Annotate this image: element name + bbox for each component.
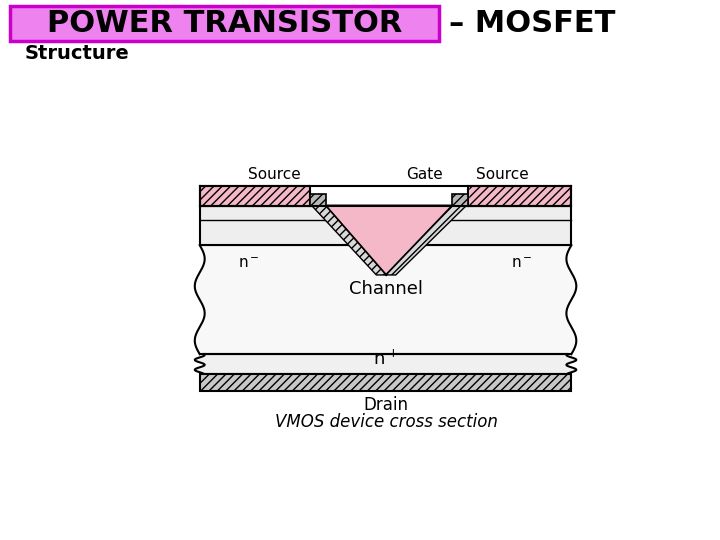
- Text: Source: Source: [476, 167, 528, 182]
- Text: – MOSFET: – MOSFET: [449, 9, 615, 38]
- Text: n$^-$: n$^-$: [511, 255, 533, 271]
- Text: Drain: Drain: [364, 396, 408, 414]
- Text: Source: Source: [248, 167, 300, 182]
- Text: Gate: Gate: [406, 167, 443, 182]
- Bar: [199, 206, 572, 245]
- Polygon shape: [312, 206, 386, 275]
- Text: n$^-$: n$^-$: [238, 255, 260, 271]
- Text: n$^+$: n$^+$: [374, 349, 399, 369]
- Text: p: p: [513, 212, 524, 230]
- Text: VMOS device cross section: VMOS device cross section: [274, 413, 498, 431]
- Polygon shape: [195, 354, 576, 374]
- Polygon shape: [310, 184, 468, 206]
- Polygon shape: [195, 245, 576, 354]
- Bar: [452, 194, 468, 206]
- Polygon shape: [325, 206, 452, 275]
- Text: p-base: p-base: [263, 213, 315, 228]
- Text: POWER TRANSISTOR: POWER TRANSISTOR: [47, 9, 402, 38]
- Text: Channel: Channel: [349, 280, 423, 298]
- Bar: [310, 194, 325, 206]
- Text: Structure: Structure: [24, 44, 129, 64]
- Bar: [199, 186, 572, 206]
- Bar: [199, 374, 572, 391]
- FancyBboxPatch shape: [11, 6, 438, 41]
- Polygon shape: [386, 206, 467, 275]
